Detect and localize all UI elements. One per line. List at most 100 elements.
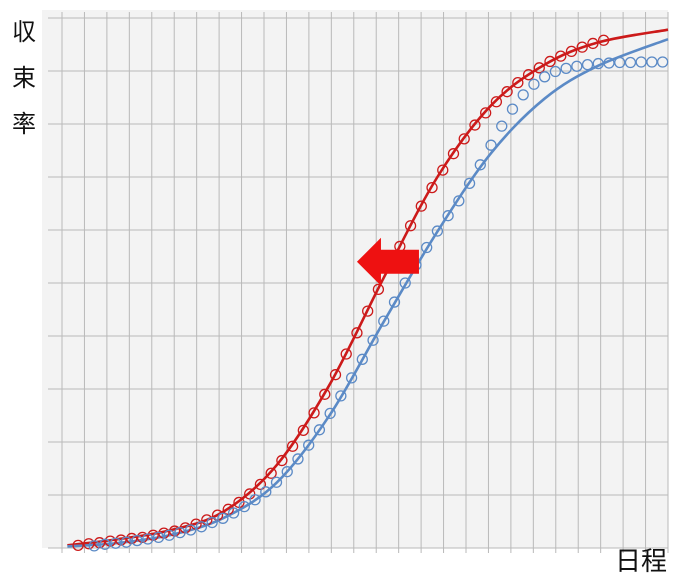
series-2-point (485, 139, 497, 151)
series-1-point (555, 50, 567, 62)
series-1-point (340, 348, 352, 360)
series-2-point (335, 390, 347, 402)
series-1-point (329, 369, 342, 381)
series-1-point (362, 305, 374, 317)
series-2-point (367, 334, 379, 346)
series-2-point (517, 89, 529, 101)
series-2-point (174, 526, 186, 539)
gridlines (48, 12, 669, 553)
left-arrow-annotation (356, 237, 419, 286)
series-1-point (286, 440, 299, 452)
series-1-point (276, 454, 288, 467)
series-2-point (142, 533, 154, 545)
series-2-point (99, 538, 111, 550)
series-1-point (404, 220, 417, 232)
series-2-point (388, 296, 401, 308)
series-2-point (227, 507, 240, 519)
series-1-point (104, 535, 116, 547)
series-2-point (421, 241, 433, 254)
series-1-point (136, 531, 149, 544)
series-1-point (308, 407, 320, 419)
series-2-point (431, 225, 444, 237)
series-2-point (313, 424, 326, 436)
series-2-point (463, 177, 476, 190)
series-2-point (496, 120, 508, 132)
series-1-point (522, 69, 535, 81)
series-1-point (211, 509, 224, 521)
series-2-point (656, 56, 669, 68)
series-1-point (533, 62, 545, 74)
x-axis-label: 日程 (614, 547, 667, 577)
series-2-point (528, 78, 540, 90)
series-2-point (581, 58, 594, 71)
series-2-point (281, 466, 293, 478)
series-2-point (206, 516, 218, 529)
series-2-point (217, 512, 229, 524)
series-1-point (501, 86, 513, 98)
series-2-point (131, 534, 143, 547)
series-1-point (576, 41, 588, 53)
series-2-point (399, 277, 411, 289)
series-1-point (372, 283, 385, 296)
series-1-point (115, 534, 127, 546)
series-1-point (297, 424, 309, 436)
series-2-point (185, 524, 197, 536)
series-1-point (72, 539, 84, 551)
series-2-point (88, 540, 100, 552)
series-1-point (254, 478, 267, 491)
series-2-point (635, 56, 647, 68)
series-2-point (549, 65, 562, 78)
series-1-point (565, 45, 578, 58)
series-2-point (260, 486, 272, 498)
series-1-point (319, 388, 331, 400)
series-2-point (603, 57, 615, 69)
series-1-point (437, 164, 449, 176)
series-1-point (447, 148, 460, 160)
series-1-point (83, 538, 95, 550)
series-2-point (539, 71, 551, 83)
series-2-point (163, 529, 175, 541)
series-2-point (324, 407, 336, 420)
series-1-point (490, 96, 503, 108)
series-1-point (351, 327, 363, 339)
series-2-point (303, 439, 315, 451)
series-2-point (356, 353, 368, 365)
series-1-point (201, 514, 213, 526)
series-2-point (152, 531, 165, 544)
series-2-point (624, 56, 637, 69)
series-2-point (120, 536, 133, 548)
series-2-point (614, 56, 626, 69)
series-2-point (442, 210, 454, 222)
series-1-point (458, 133, 470, 145)
series-2-point (453, 195, 465, 207)
series-2-point (270, 476, 283, 488)
series-2-point (646, 56, 658, 68)
series-1-point (415, 200, 427, 212)
series-2-point (238, 501, 250, 513)
series-1-point (469, 119, 481, 131)
series-2-point (249, 494, 261, 506)
series-1-point (597, 34, 610, 46)
series-2-point (506, 103, 519, 115)
series-2-point (378, 315, 390, 327)
series-1-point (426, 181, 438, 194)
series-1-point (480, 107, 492, 119)
series-2-point (474, 159, 486, 171)
series-2-point (292, 453, 304, 465)
plot-background (42, 10, 668, 548)
annotations (356, 237, 419, 286)
series-2-point (571, 60, 583, 72)
series-1-point (265, 467, 277, 479)
series-2-point (195, 521, 208, 533)
series-1-point (93, 537, 106, 549)
series-2-point (345, 372, 358, 384)
y-axis-label-char: 収 (12, 18, 36, 46)
y-axis-label-char: 束 (12, 64, 36, 92)
series-1-point (587, 37, 599, 50)
series-1-point (512, 77, 524, 89)
series-2-point (560, 62, 572, 74)
series-1-point (544, 55, 556, 68)
series-2-point (592, 57, 604, 70)
series-2-point (109, 537, 122, 549)
